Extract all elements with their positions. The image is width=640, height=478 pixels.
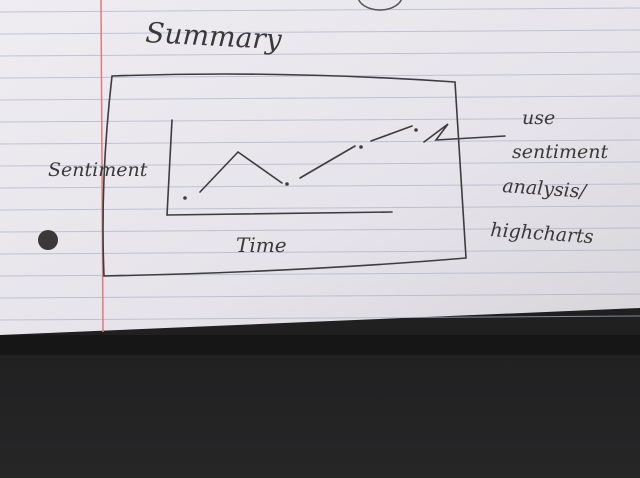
margin-line [100, 0, 104, 333]
sketch-line [370, 125, 413, 142]
x-axis-label: Time [236, 233, 287, 257]
sketch [102, 73, 506, 277]
x-axis [166, 211, 393, 216]
note-line: sentiment [512, 141, 608, 163]
sketch-line [299, 145, 356, 179]
ruled-lines [0, 7, 640, 321]
pointer-arrow [423, 123, 506, 143]
y-axis-label: Sentiment [48, 159, 148, 181]
note-line: use [522, 107, 555, 129]
y-axis [166, 119, 173, 216]
sketch-points [183, 128, 418, 200]
paper-shadow [0, 335, 640, 355]
chart-box [102, 73, 467, 277]
sketch-line [199, 150, 283, 193]
punch-hole [38, 230, 58, 250]
circled-mark [358, 0, 402, 11]
title: Summary [145, 16, 284, 56]
